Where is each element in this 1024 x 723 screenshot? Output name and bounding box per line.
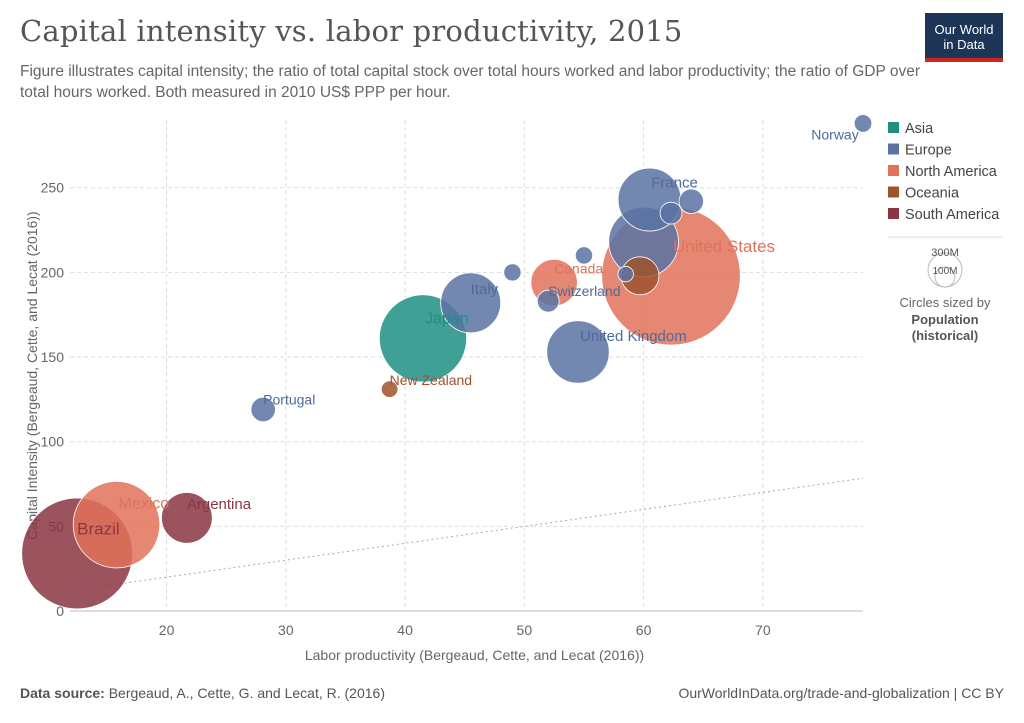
point-brazil	[21, 497, 134, 610]
point-unlabeled	[659, 201, 683, 225]
legend-swatch	[888, 186, 899, 198]
legend-swatch	[888, 208, 899, 219]
x-tick-label: 50	[517, 622, 533, 638]
data-source-label: Data source:	[20, 685, 105, 701]
attribution-link[interactable]: OurWorldInData.org/trade-and-globalizati…	[678, 685, 1004, 701]
point-label-france: France	[651, 175, 698, 192]
point-france	[617, 167, 682, 232]
size-legend-label-small: 100M	[932, 266, 957, 277]
point-label-mexico: Mexico	[119, 496, 170, 513]
point-label-new-zealand: New Zealand	[390, 372, 473, 388]
point-united-states	[601, 206, 741, 346]
point-label-norway: Norway	[811, 126, 858, 142]
point-label-united-kingdom: United Kingdom	[580, 328, 687, 345]
point-canada	[530, 258, 578, 307]
point-portugal	[250, 396, 276, 423]
y-axis-label: Capital Intensity (Bergeaud, Cette, and …	[24, 211, 40, 539]
x-tick-label: 20	[159, 622, 175, 638]
y-tick-label: 150	[41, 349, 65, 365]
point-label-japan: Japan	[425, 310, 469, 327]
x-axis-label: Labor productivity (Bergeaud, Cette, and…	[305, 647, 644, 663]
x-tick-label: 70	[755, 622, 771, 638]
y-tick-label: 50	[48, 518, 64, 534]
y-tick-label: 200	[41, 264, 65, 280]
size-legend-label-large: 300M	[931, 247, 959, 259]
point-switzerland	[536, 289, 560, 313]
point-label-argentina: Argentina	[187, 496, 252, 513]
point-united-kingdom	[546, 320, 610, 384]
size-legend-caption-bold: (historical)	[912, 328, 978, 343]
chart-title: Capital intensity vs. labor productivity…	[20, 14, 683, 48]
point-label-canada: Canada	[554, 261, 603, 277]
legend-item: Oceania	[905, 186, 960, 202]
point-unlabeled	[678, 188, 704, 214]
point-unlabeled	[608, 206, 679, 278]
point-new-zealand	[380, 380, 399, 398]
y-tick-label: 0	[56, 603, 64, 619]
y-tick-label: 250	[41, 180, 65, 196]
legend-swatch	[888, 165, 899, 176]
size-legend-large	[927, 252, 963, 288]
x-tick-label: 60	[636, 622, 652, 638]
legend-swatch	[888, 122, 899, 133]
legend-item: South America	[905, 207, 1000, 223]
reference-line	[69, 477, 864, 592]
size-legend-caption: Circles sized by	[899, 295, 991, 310]
y-tick-label: 100	[41, 434, 65, 450]
point-norway	[853, 114, 873, 133]
point-italy	[440, 272, 502, 334]
legend-item: Europe	[905, 143, 952, 159]
legend: Asia Europe North America Oceania South Amer…	[888, 121, 1003, 343]
point-unlabeled	[574, 246, 594, 265]
point-mexico	[72, 480, 161, 569]
size-legend-caption-bold: Population	[911, 312, 978, 327]
point-label-brazil: Brazil	[77, 519, 120, 538]
chart-subtitle: Figure illustrates capital intensity; th…	[20, 63, 921, 101]
data-source: Data source: Bergeaud, A., Cette, G. and…	[20, 685, 385, 701]
x-tick-label: 30	[278, 622, 294, 638]
legend-item: Asia	[905, 121, 934, 137]
data-source-text: Bergeaud, A., Cette, G. and Lecat, R. (2…	[108, 685, 385, 701]
logo-line-2: in Data	[943, 37, 985, 52]
point-unlabeled	[620, 256, 660, 296]
point-label-portugal: Portugal	[263, 392, 315, 408]
point-argentina	[161, 492, 213, 544]
point-label-switzerland: Switzerland	[548, 283, 620, 299]
x-tick-label: 40	[397, 622, 413, 638]
point-japan	[378, 294, 468, 383]
legend-item: North America	[905, 164, 998, 180]
point-label-italy: Italy	[471, 281, 499, 298]
legend-swatch	[888, 143, 899, 155]
point-label-united-states: United States	[673, 237, 775, 256]
owid-logo[interactable]: Our World in Data	[925, 13, 1003, 62]
point-unlabeled	[503, 263, 522, 282]
point-unlabeled	[617, 265, 634, 283]
logo-line-1: Our World	[934, 22, 994, 37]
size-legend-small	[934, 266, 956, 288]
